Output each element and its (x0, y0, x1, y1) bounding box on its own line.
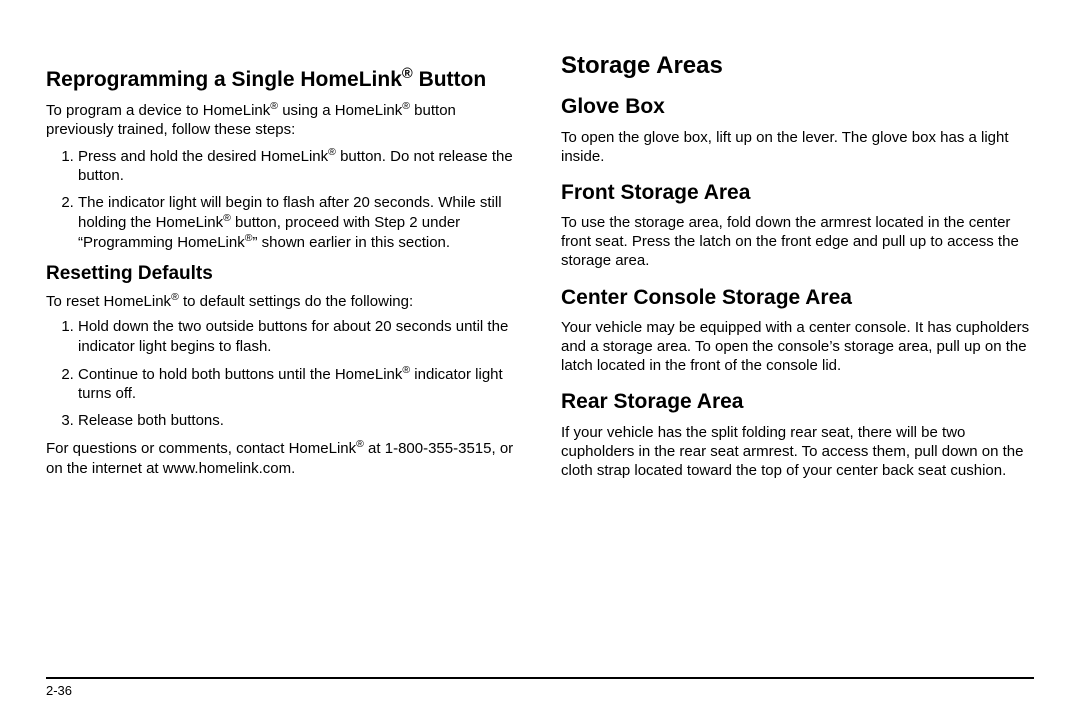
text: ” shown earlier in this section. (252, 234, 450, 251)
heading-resetting-defaults: Resetting Defaults (46, 263, 519, 286)
two-column-layout: Reprogramming a Single HomeLink® Button … (46, 52, 1034, 665)
registered-icon: ® (223, 212, 231, 224)
list-item: Press and hold the desired HomeLink® but… (78, 146, 519, 185)
center-console-text: Your vehicle may be equipped with a cent… (561, 318, 1034, 376)
registered-icon: ® (356, 438, 364, 450)
text: To reset HomeLink (46, 293, 171, 310)
heading-center-console: Center Console Storage Area (561, 285, 1034, 310)
list-item: Release both buttons. (78, 411, 519, 430)
rear-storage-text: If your vehicle has the split folding re… (561, 423, 1034, 481)
heading-reprogram-single: Reprogramming a Single HomeLink® Button (46, 66, 519, 92)
registered-icon: ® (328, 146, 336, 158)
page-number: 2-36 (46, 683, 72, 698)
contact-info: For questions or comments, contact HomeL… (46, 438, 519, 477)
reset-steps: Hold down the two outside buttons for ab… (46, 317, 519, 430)
heading-storage-areas: Storage Areas (561, 52, 1034, 80)
front-storage-text: To use the storage area, fold down the a… (561, 213, 1034, 271)
heading-rear-storage: Rear Storage Area (561, 389, 1034, 414)
registered-icon: ® (402, 66, 413, 82)
manual-page: Reprogramming a Single HomeLink® Button … (0, 0, 1080, 720)
text: Continue to hold both buttons until the … (78, 366, 402, 383)
right-column: Storage Areas Glove Box To open the glov… (561, 52, 1034, 665)
glove-box-text: To open the glove box, lift up on the le… (561, 128, 1034, 166)
registered-icon: ® (402, 100, 410, 112)
text: using a HomeLink (278, 102, 402, 119)
text: For questions or comments, contact HomeL… (46, 440, 356, 457)
list-item: The indicator light will begin to flash … (78, 193, 519, 253)
page-footer: 2-36 (46, 677, 1034, 698)
left-column: Reprogramming a Single HomeLink® Button … (46, 52, 519, 665)
list-item: Continue to hold both buttons until the … (78, 364, 519, 403)
text: Press and hold the desired HomeLink (78, 148, 328, 165)
registered-icon: ® (171, 291, 179, 303)
text: to default settings do the following: (179, 293, 413, 310)
reprogram-steps: Press and hold the desired HomeLink® but… (46, 146, 519, 253)
heading-front-storage: Front Storage Area (561, 180, 1034, 205)
text: To program a device to HomeLink (46, 102, 270, 119)
registered-icon: ® (270, 100, 278, 112)
heading-glove-box: Glove Box (561, 94, 1034, 119)
registered-icon: ® (402, 364, 410, 376)
reset-intro: To reset HomeLink® to default settings d… (46, 291, 519, 311)
list-item: Hold down the two outside buttons for ab… (78, 317, 519, 355)
reprogram-intro: To program a device to HomeLink® using a… (46, 100, 519, 139)
